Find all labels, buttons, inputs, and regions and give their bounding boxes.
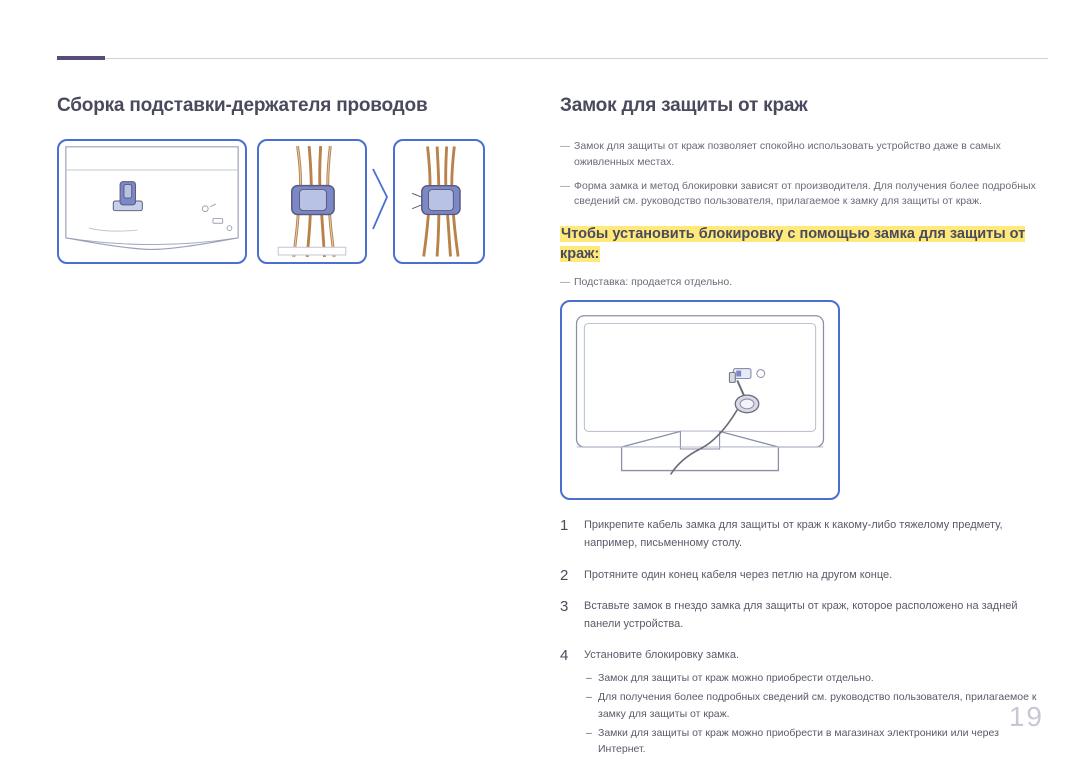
illus-stand-clip (57, 139, 247, 264)
right-column: Замок для защиты от краж Замок для защит… (560, 95, 1048, 771)
bullet-3: Замки для защиты от краж можно приобрест… (584, 725, 1048, 758)
callout-connector (371, 139, 389, 264)
lock-subheading: Чтобы установить блокировку с помощью за… (560, 224, 1048, 265)
left-section-title: Сборка подставки-держателя проводов (57, 95, 512, 117)
steps-list: Прикрепите кабель замка для защиты от кр… (560, 516, 1048, 757)
bullet-1: Замок для защиты от краж можно приобрест… (584, 670, 1048, 686)
left-column: Сборка подставки-держателя проводов (57, 95, 512, 771)
step-1: Прикрепите кабель замка для защиты от кр… (560, 516, 1048, 552)
stand-note: Подставка: продается отдельно. (560, 275, 1048, 291)
page-content: Сборка подставки-держателя проводов (0, 0, 1080, 771)
cable-holder-illustrations (57, 139, 512, 264)
lock-illustration (560, 300, 840, 500)
step-2: Протяните один конец кабеля через петлю … (560, 566, 1048, 584)
header-rule (57, 58, 1048, 59)
step-4-text: Установите блокировку замка. (584, 649, 739, 661)
illus-cable-front (257, 139, 367, 264)
page-number: 19 (1009, 701, 1044, 733)
note-2: Форма замка и метод блокировки зависят о… (560, 179, 1048, 211)
illus-cable-side (393, 139, 485, 264)
step-4: Установите блокировку замка. Замок для з… (560, 646, 1048, 757)
note-1: Замок для защиты от краж позволяет споко… (560, 139, 1048, 171)
step-3: Вставьте замок в гнездо замка для защиты… (560, 597, 1048, 633)
header-accent (57, 56, 105, 60)
step-4-bullets: Замок для защиты от краж можно приобрест… (584, 670, 1048, 757)
bullet-2: Для получения более подробных сведений с… (584, 689, 1048, 722)
right-section-title: Замок для защиты от краж (560, 95, 1048, 117)
